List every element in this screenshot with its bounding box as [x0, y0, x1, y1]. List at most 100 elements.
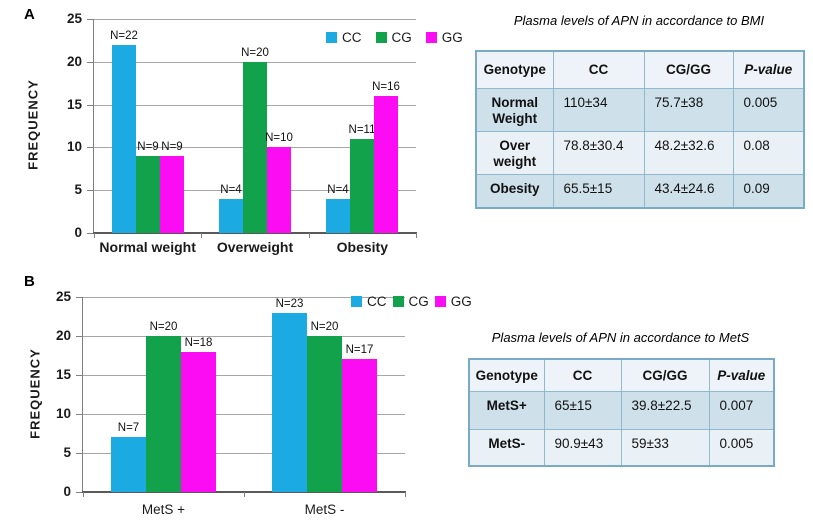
y-tick-label: 15: [66, 97, 82, 112]
legend-item-gg: GG: [434, 294, 472, 309]
bar-gg-obesity: [374, 96, 398, 233]
legend-swatch-cg: [375, 32, 387, 43]
legend-swatch-cg: [392, 296, 404, 307]
table-header-cell: Genotype: [468, 358, 545, 392]
bar-count-label: N=7: [117, 422, 140, 434]
table-header-cell: P-value: [732, 50, 805, 89]
y-axis-tick: [87, 147, 93, 148]
table-row-header: MetS+: [468, 390, 545, 430]
table-cell: 0.005: [708, 428, 775, 467]
table-row-header: Normal Weight: [475, 87, 554, 132]
table-row-header: Over weight: [475, 130, 554, 175]
bar-cc-obesity: [326, 199, 350, 233]
legend-label: CC: [342, 30, 362, 45]
y-tick-label: 0: [63, 484, 71, 499]
table-head: Genotype CC CG/GG P-value: [475, 50, 805, 89]
y-axis-line: [93, 19, 94, 233]
bar-count-label: N=10: [265, 132, 293, 144]
y-tick-label: 25: [66, 11, 82, 26]
table-header-cell: CC: [552, 50, 645, 89]
x-category-label: Overweight: [216, 239, 294, 255]
bar-count-label: N=17: [345, 344, 374, 356]
bar-count-label: N=18: [184, 337, 213, 349]
bar-count-label: N=22: [110, 30, 138, 42]
x-axis-line: [93, 232, 417, 234]
table-cell: 59±33: [620, 428, 710, 467]
table-row: Obesity 65.5±15 43.4±24.6 0.09: [475, 173, 805, 209]
bar-cg-mets: [146, 336, 181, 492]
bar-count-label: N=20: [241, 47, 269, 59]
bar-count-label: N=11: [348, 124, 376, 136]
table-header-cell: Genotype: [475, 50, 554, 89]
x-axis-tick: [405, 492, 406, 497]
legend-item-cg: CG: [392, 294, 429, 309]
table-header-row: Genotype CC CG/GG P-value: [468, 358, 775, 392]
table-cell: 0.005: [732, 87, 805, 132]
table-cell: 110±34: [552, 87, 645, 132]
y-axis-line: [82, 297, 83, 492]
x-axis-tick: [83, 492, 84, 497]
y-tick-label: 5: [74, 182, 82, 197]
legend-item-cc: CC: [326, 30, 362, 45]
table-body: Normal Weight 110±34 75.7±38 0.005 Over weig…: [475, 87, 805, 209]
legend-item-gg: GG: [425, 30, 463, 45]
table-header-cell: CG/GG: [620, 358, 710, 392]
y-axis-tick: [87, 62, 93, 63]
bar-cg-mets: [307, 336, 342, 492]
table-header-row: Genotype CC CG/GG P-value: [475, 50, 805, 89]
bar-cg-normal-weight: [136, 156, 160, 233]
y-tick-label: 10: [66, 139, 82, 154]
y-axis-tick: [87, 233, 93, 234]
x-axis-tick: [309, 233, 310, 238]
table-a-apn-bmi: Genotype CC CG/GG P-value Normal Weight 110±3…: [475, 50, 805, 209]
x-category-label: Normal weight: [99, 239, 196, 255]
bar-count-label: N=9: [161, 141, 183, 153]
table-cell: 78.8±30.4: [552, 130, 645, 175]
legend-label: GG: [441, 30, 463, 45]
y-axis-tick: [76, 492, 82, 493]
legend-item-cg: CG: [375, 30, 412, 45]
legend-label: CG: [408, 294, 429, 309]
bar-cg-overweight: [243, 62, 267, 233]
bar-cc-overweight: [219, 199, 243, 233]
y-axis-tick: [87, 190, 93, 191]
bar-gg-mets: [342, 359, 377, 492]
y-gridline: [94, 19, 416, 20]
table-a-title: Plasma levels of APN in accordance to BM…: [513, 13, 765, 28]
bar-count-label: N=9: [137, 141, 159, 153]
legend-label: CC: [367, 294, 387, 309]
y-axis-tick: [76, 375, 82, 376]
table-cell: 0.08: [732, 130, 805, 175]
table-row-header: Obesity: [475, 173, 554, 209]
y-gridline: [83, 336, 405, 337]
table-b-apn-mets: Genotype CC CG/GG P-value MetS+ 65±15 39.8±22.…: [468, 358, 775, 467]
table-row: MetS+ 65±15 39.8±22.5 0.007: [468, 390, 775, 430]
table-cell: 90.9±43: [543, 428, 622, 467]
y-tick-label: 20: [66, 54, 82, 69]
y-tick-label: 0: [74, 225, 82, 240]
bar-count-label: N=23: [275, 298, 304, 310]
table-header-cell: CG/GG: [643, 50, 734, 89]
y-axis-tick: [87, 105, 93, 106]
panel-a-label: A: [24, 6, 35, 23]
x-category-label: MetS -: [304, 502, 345, 517]
table-b-title: Plasma levels of APN in accordance to Me…: [491, 330, 750, 345]
x-axis-tick: [201, 233, 202, 238]
table-header-cell: CC: [543, 358, 622, 392]
bar-cc-normal-weight: [112, 45, 136, 233]
panel-b-label: B: [24, 273, 35, 290]
table-cell: 65±15: [543, 390, 622, 430]
legend-item-cc: CC: [351, 294, 387, 309]
bar-gg-mets: [181, 352, 216, 492]
y-tick-label: 10: [55, 406, 71, 421]
table-cell: 39.8±22.5: [620, 390, 710, 430]
bar-count-label: N=20: [149, 321, 178, 333]
y-axis-tick: [76, 297, 82, 298]
x-axis-tick: [94, 233, 95, 238]
bar-count-label: N=4: [327, 184, 349, 196]
bar-cc-mets: [272, 313, 307, 492]
y-axis-title: FREQUENCY: [27, 347, 43, 439]
y-tick-label: 5: [63, 445, 71, 460]
x-category-label: Obesity: [336, 239, 388, 255]
